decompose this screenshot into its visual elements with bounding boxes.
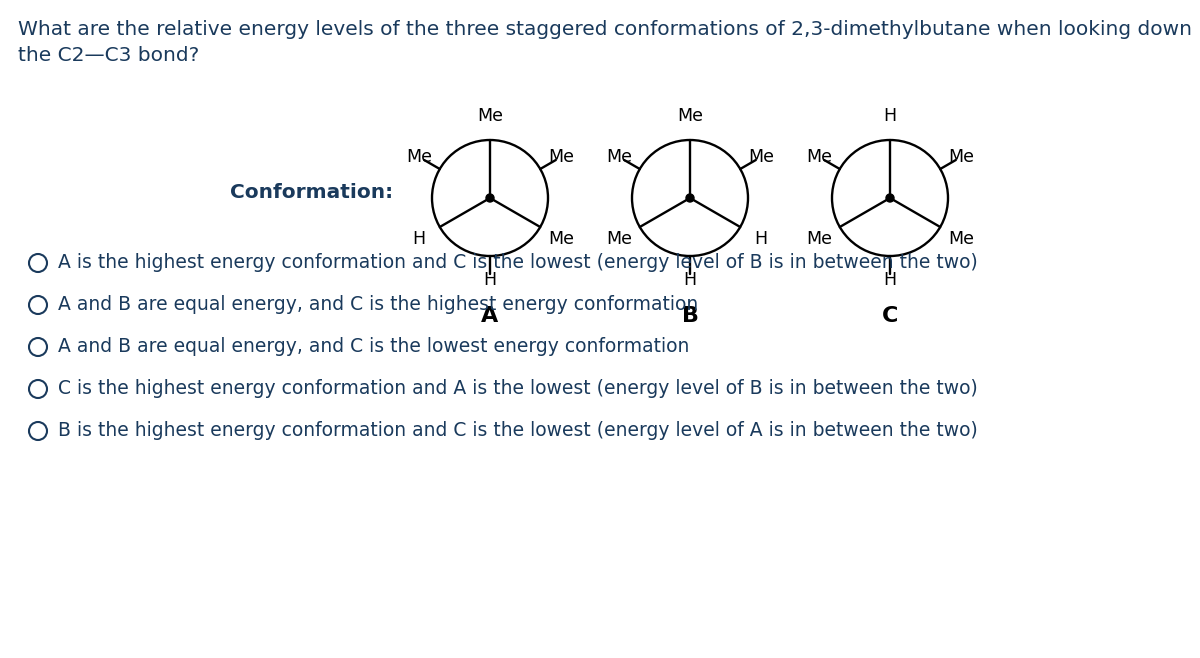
Text: H: H [484, 271, 497, 289]
Text: H: H [883, 271, 896, 289]
Text: B: B [682, 306, 698, 326]
Text: Me: Me [478, 107, 503, 125]
Text: H: H [883, 107, 896, 125]
Text: Me: Me [406, 148, 432, 166]
Text: Me: Me [806, 230, 832, 248]
Text: C is the highest energy conformation and A is the lowest (energy level of B is i: C is the highest energy conformation and… [58, 380, 978, 399]
Text: A is the highest energy conformation and C is the lowest (energy level of B is i: A is the highest energy conformation and… [58, 253, 978, 272]
Text: Me: Me [948, 230, 974, 248]
Circle shape [486, 194, 494, 202]
Text: Me: Me [548, 230, 574, 248]
Text: B is the highest energy conformation and C is the lowest (energy level of A is i: B is the highest energy conformation and… [58, 422, 978, 440]
Text: C: C [882, 306, 898, 326]
Text: Me: Me [548, 148, 574, 166]
Text: Conformation:: Conformation: [230, 184, 394, 203]
Circle shape [686, 194, 694, 202]
Text: H: H [684, 271, 696, 289]
Text: Me: Me [606, 148, 632, 166]
Text: Me: Me [748, 148, 774, 166]
Text: What are the relative energy levels of the three staggered conformations of 2,3-: What are the relative energy levels of t… [18, 20, 1192, 39]
Text: Me: Me [677, 107, 703, 125]
Text: A and B are equal energy, and C is the highest energy conformation: A and B are equal energy, and C is the h… [58, 295, 698, 315]
Text: Me: Me [606, 230, 632, 248]
Circle shape [886, 194, 894, 202]
Text: A and B are equal energy, and C is the lowest energy conformation: A and B are equal energy, and C is the l… [58, 338, 689, 357]
Text: the C2—C3 bond?: the C2—C3 bond? [18, 46, 199, 65]
Text: Me: Me [806, 148, 832, 166]
Text: H: H [413, 230, 426, 248]
Text: A: A [481, 306, 499, 326]
Text: H: H [755, 230, 768, 248]
Text: Me: Me [948, 148, 974, 166]
